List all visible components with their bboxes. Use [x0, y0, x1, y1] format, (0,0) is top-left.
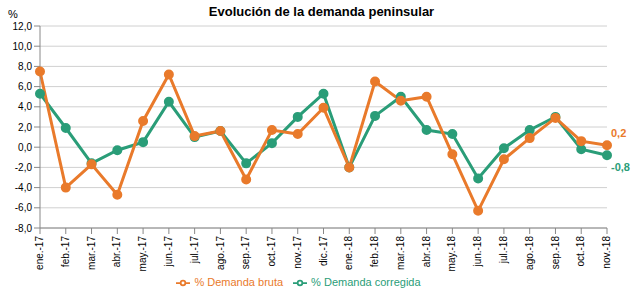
svg-text:feb.-17: feb.-17	[60, 236, 71, 268]
svg-text:dic.-17: dic.-17	[318, 236, 329, 266]
svg-text:oct.-18: oct.-18	[575, 236, 586, 267]
html-text:% Demanda bruta: % Demanda bruta	[194, 276, 284, 288]
svg-text:0,0: 0,0	[18, 142, 32, 153]
svg-text:ago.-17: ago.-17	[215, 236, 226, 270]
svg-text:feb.-18: feb.-18	[369, 236, 380, 268]
svg-text:jun.-17: jun.-17	[163, 236, 174, 268]
svg-text:abr.-17: abr.-17	[111, 236, 122, 268]
svg-text:4,0: 4,0	[18, 101, 32, 112]
svg-text:nov.-18: nov.-18	[601, 236, 612, 269]
svg-text:may.-17: may.-17	[137, 236, 148, 272]
svg-text:may.-18: may.-18	[446, 236, 457, 272]
svg-text:oct.-17: oct.-17	[266, 236, 277, 267]
html-text:% Demanda corregida: % Demanda corregida	[311, 276, 421, 288]
html-text:Evolución de la demanda penins: Evolución de la demanda peninsular	[208, 4, 435, 19]
svg-text:mar.-17: mar.-17	[86, 236, 97, 270]
svg-text:-0,8: -0,8	[611, 161, 630, 173]
svg-text:jun.-18: jun.-18	[472, 236, 483, 268]
svg-text:mar.-18: mar.-18	[395, 236, 406, 270]
svg-text:jul.-17: jul.-17	[189, 236, 200, 265]
svg-text:10,0: 10,0	[13, 41, 33, 52]
svg-text:sep.-18: sep.-18	[550, 236, 561, 270]
svg-text:abr.-18: abr.-18	[421, 236, 432, 268]
svg-text:-2,0: -2,0	[15, 162, 33, 173]
svg-text:sep.-17: sep.-17	[240, 236, 251, 270]
svg-text:-6,0: -6,0	[15, 202, 33, 213]
svg-text:0,2: 0,2	[611, 127, 626, 139]
svg-text:ene.-17: ene.-17	[34, 236, 45, 270]
svg-text:nov.-17: nov.-17	[292, 236, 303, 269]
svg-text:jul.-18: jul.-18	[498, 236, 509, 265]
svg-text:2,0: 2,0	[18, 122, 32, 133]
svg-text:12,0: 12,0	[13, 21, 33, 32]
svg-text:6,0: 6,0	[18, 81, 32, 92]
svg-text:ago.-18: ago.-18	[524, 236, 535, 270]
svg-text:ene.-18: ene.-18	[343, 236, 354, 270]
svg-text:8,0: 8,0	[18, 61, 32, 72]
svg-text:-8,0: -8,0	[15, 223, 33, 234]
svg-text:-4,0: -4,0	[15, 182, 33, 193]
